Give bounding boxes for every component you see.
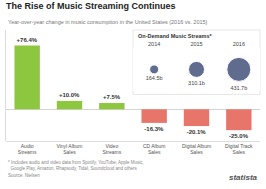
svg-text:Source: Nielsen: Source: Nielsen — [8, 173, 40, 178]
svg-text:164.5b: 164.5b — [146, 75, 163, 81]
svg-text:On-Demand Music Streams*: On-Demand Music Streams* — [138, 33, 213, 39]
svg-text:Year-over-year change in music: Year-over-year change in music consumpti… — [8, 19, 208, 25]
svg-text:* Includes audio and video dat: * Includes audio and video data from Spo… — [8, 160, 144, 171]
svg-text:2014: 2014 — [148, 41, 160, 47]
svg-text:+10.0%: +10.0% — [59, 92, 80, 98]
svg-text:+7.5%: +7.5% — [103, 94, 121, 100]
svg-text:CD AlbumSales: CD AlbumSales — [143, 143, 166, 156]
svg-text:-16.3%: -16.3% — [144, 126, 164, 132]
svg-text:431.7b: 431.7b — [230, 85, 247, 91]
svg-text:Vinyl AlbumSales: Vinyl AlbumSales — [56, 143, 82, 156]
svg-text:AudioStreams: AudioStreams — [18, 143, 37, 156]
svg-text:2015: 2015 — [190, 41, 202, 47]
svg-text:statista: statista — [229, 173, 258, 182]
svg-text:Digital AlbumSales: Digital AlbumSales — [182, 143, 211, 156]
svg-text:2016: 2016 — [233, 41, 245, 47]
svg-text:-20.1%: -20.1% — [187, 129, 207, 135]
svg-text:Digital TrackSales: Digital TrackSales — [225, 143, 253, 156]
svg-text:The Rise of Music Streaming Co: The Rise of Music Streaming Continues — [6, 1, 176, 11]
svg-text:VideoStreams: VideoStreams — [103, 143, 122, 156]
svg-text:+76.4%: +76.4% — [17, 37, 38, 43]
svg-text:-25.0%: -25.0% — [229, 133, 249, 139]
svg-text:310.1b: 310.1b — [188, 80, 205, 86]
